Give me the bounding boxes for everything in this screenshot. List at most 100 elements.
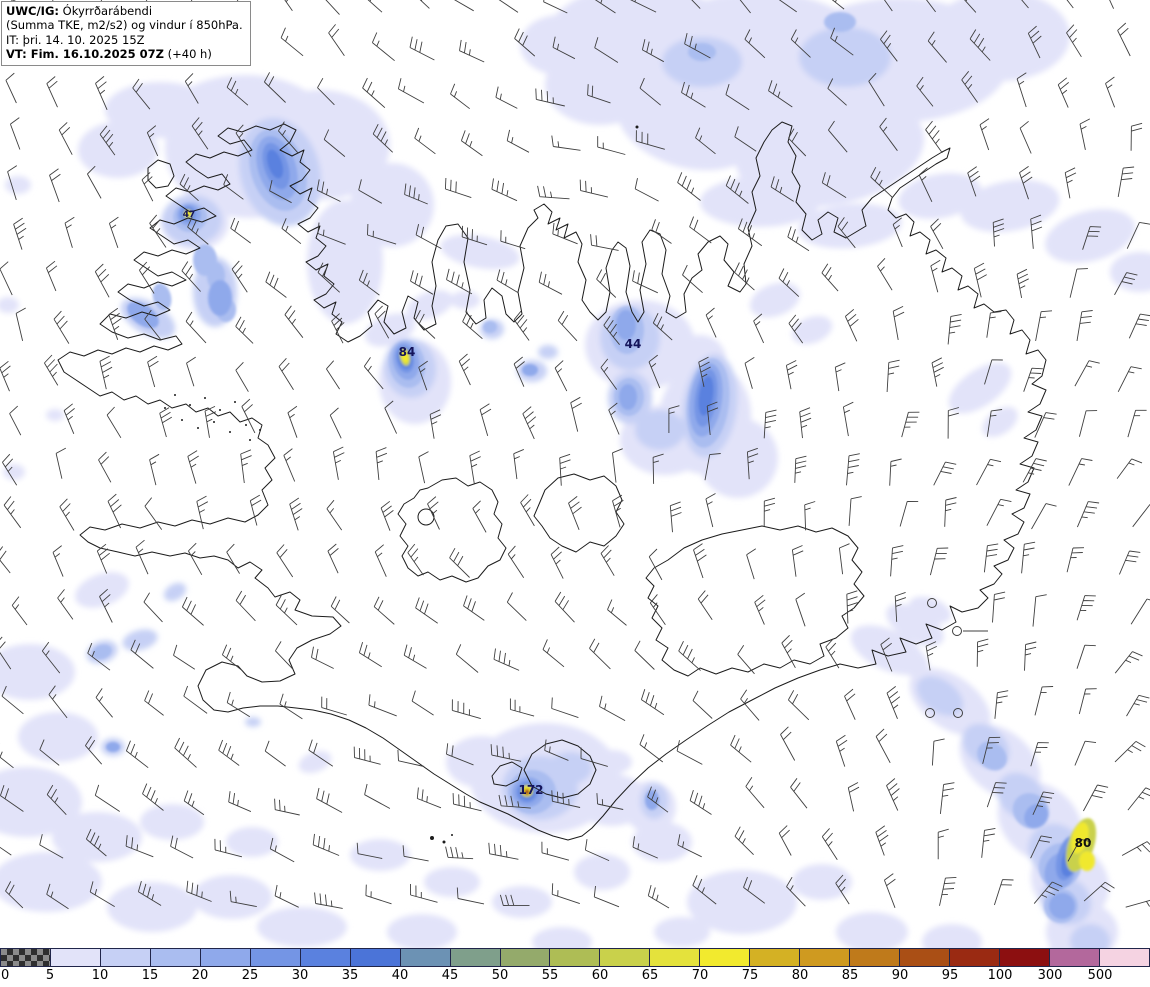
wind-barb bbox=[969, 29, 991, 61]
wind-barb bbox=[787, 226, 810, 252]
tke-patch bbox=[257, 907, 347, 947]
wind-barb bbox=[173, 644, 196, 670]
wind-barb bbox=[230, 217, 251, 244]
wind-barb bbox=[139, 261, 155, 294]
wind-barb bbox=[947, 313, 962, 345]
wind-barb bbox=[496, 269, 519, 294]
wind-barb bbox=[363, 357, 384, 390]
tke-max-label: 44 bbox=[625, 337, 642, 351]
wind-barb bbox=[886, 359, 900, 393]
wind-barb bbox=[479, 403, 492, 437]
tke-patch bbox=[548, 752, 592, 784]
wind-barb bbox=[877, 257, 893, 291]
wind-barb bbox=[1, 685, 24, 715]
wind-barb bbox=[692, 690, 713, 719]
wind-barb bbox=[367, 223, 397, 245]
wind-barb bbox=[416, 787, 442, 809]
wind-barb bbox=[283, 448, 296, 482]
colorbar-tick-label: 40 bbox=[391, 968, 409, 983]
wind-barb bbox=[603, 316, 620, 345]
wind-barb bbox=[634, 178, 659, 202]
wind-barb bbox=[415, 597, 438, 624]
tke-patch bbox=[700, 177, 820, 227]
tke-patch bbox=[982, 406, 1018, 438]
wind-barb bbox=[594, 0, 616, 14]
colorbar-segment-75-80 bbox=[750, 949, 801, 966]
colorbar-segment-95-100 bbox=[950, 949, 1001, 966]
wind-barb bbox=[89, 881, 115, 907]
tke-patch bbox=[122, 629, 158, 651]
wind-barb bbox=[235, 316, 254, 344]
wind-barb bbox=[488, 842, 519, 860]
islet-dot bbox=[174, 394, 176, 396]
wind-barb bbox=[183, 685, 208, 714]
wind-barb bbox=[358, 641, 382, 668]
wind-barb bbox=[13, 217, 27, 250]
wind-barb bbox=[264, 72, 286, 103]
islet-dot bbox=[234, 401, 236, 403]
colorbar-tick-labels: 0 5 10 15 20 25 30 35 40 45 50 55 60 65 70 75 80 85 90 95 10… bbox=[0, 967, 1150, 986]
wind-barb bbox=[0, 360, 11, 392]
tke-patch bbox=[387, 914, 457, 950]
wind-barb bbox=[279, 693, 303, 720]
wind-barb bbox=[537, 185, 570, 200]
wind-barb bbox=[368, 694, 397, 717]
wind-barb bbox=[418, 451, 429, 484]
wind-barb bbox=[780, 726, 796, 761]
colorbar-tick-label: 70 bbox=[691, 968, 709, 983]
colorbar-tick-label: 500 bbox=[1087, 968, 1113, 983]
wind-barb bbox=[235, 124, 252, 157]
wind-barb bbox=[414, 127, 436, 155]
wind-barb bbox=[1066, 24, 1082, 58]
wind-barb bbox=[570, 396, 582, 432]
wind-barb bbox=[554, 360, 568, 392]
wind-barb bbox=[607, 599, 627, 626]
wind-barb bbox=[744, 357, 755, 389]
wind-barb bbox=[535, 88, 565, 107]
wind-barb bbox=[463, 595, 485, 621]
tke-patch bbox=[424, 867, 480, 897]
tke-patch bbox=[0, 852, 102, 912]
wind-barb bbox=[144, 690, 164, 716]
wind-barb bbox=[500, 230, 526, 250]
wind-barb bbox=[130, 639, 154, 669]
wind-barb bbox=[367, 0, 383, 13]
tke-max-label: 172 bbox=[518, 783, 543, 797]
wind-barb bbox=[740, 689, 760, 721]
tke-patch bbox=[749, 282, 801, 318]
wind-barb bbox=[964, 0, 977, 13]
wind-barb bbox=[704, 453, 721, 481]
wind-barb bbox=[979, 118, 990, 151]
wind-barb bbox=[649, 594, 666, 626]
wind-barb bbox=[634, 640, 655, 670]
wind-barb bbox=[99, 588, 113, 623]
wind-barb bbox=[799, 407, 812, 439]
wind-barb bbox=[550, 546, 564, 579]
glacier-eiriksjokull bbox=[417, 508, 435, 526]
wind-barb bbox=[281, 218, 302, 245]
wind-barb bbox=[844, 308, 859, 342]
wind-barb bbox=[1114, 272, 1138, 296]
islet-dot bbox=[259, 429, 261, 431]
wind-barb bbox=[274, 884, 299, 908]
wind-barb bbox=[875, 825, 889, 856]
colorbar-tick-label: 100 bbox=[987, 968, 1013, 983]
wind-barb bbox=[652, 313, 673, 341]
tke-patch bbox=[3, 464, 25, 480]
wind-barb bbox=[1066, 547, 1085, 573]
wind-barb bbox=[1034, 412, 1057, 438]
wind-barb bbox=[308, 739, 334, 767]
tke-patch bbox=[163, 582, 187, 602]
wind-barb bbox=[241, 398, 256, 434]
wind-barb bbox=[452, 793, 482, 812]
tke-patch bbox=[140, 804, 204, 840]
wind-barb bbox=[46, 883, 69, 910]
tke-max-label: 84 bbox=[399, 345, 416, 359]
wind-barb bbox=[984, 359, 1003, 385]
wind-barb bbox=[927, 31, 947, 63]
wind-barb bbox=[883, 0, 893, 12]
wind-barb bbox=[557, 310, 578, 342]
wind-barb bbox=[459, 39, 485, 63]
wind-barb bbox=[48, 685, 68, 719]
